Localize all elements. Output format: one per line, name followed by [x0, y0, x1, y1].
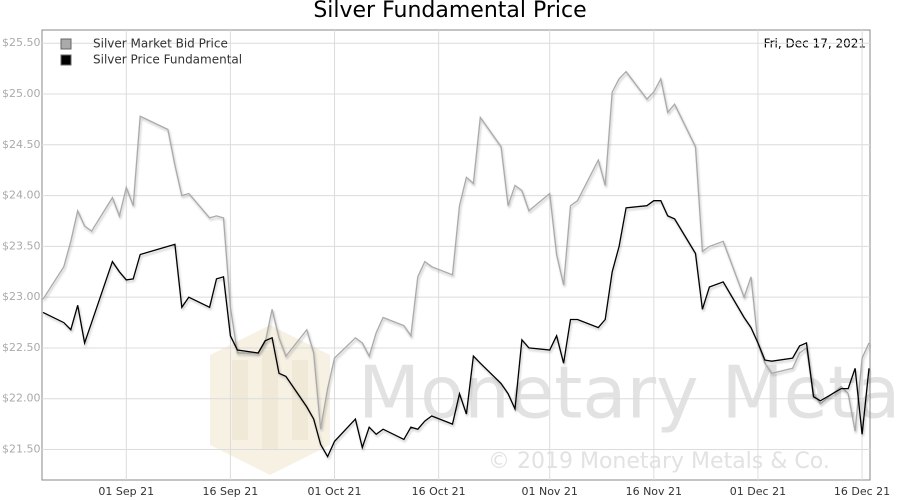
y-tick-label: $23.50 [2, 239, 41, 252]
logo-bar [292, 360, 308, 440]
x-tick-label: 01 Nov 21 [521, 485, 577, 498]
copyright-text: © 2019 Monetary Metals & Co. [488, 449, 830, 474]
legend-swatch [60, 54, 72, 66]
legend-swatch [60, 38, 72, 50]
x-tick-label: 16 Oct 21 [412, 485, 466, 498]
y-tick-label: $22.50 [2, 341, 41, 354]
y-tick-label: $23.00 [2, 290, 41, 303]
x-tick-label: 16 Dec 21 [834, 485, 890, 498]
y-tick-label: $24.50 [2, 138, 41, 151]
y-tick-label: $25.00 [2, 87, 41, 100]
x-tick-label: 01 Dec 21 [730, 485, 786, 498]
y-tick-label: $24.00 [2, 189, 41, 202]
legend-label: Silver Price Fundamental [93, 53, 242, 67]
y-tick-label: $22.00 [2, 392, 41, 405]
logo-hexagon [210, 325, 330, 475]
watermark-logo [210, 325, 330, 475]
legend-label: Silver Market Bid Price [93, 37, 228, 51]
plot-border [41, 29, 871, 481]
watermark-text: Monetary Metals [358, 351, 900, 435]
series-line [42, 200, 870, 459]
y-tick-label: $25.50 [2, 36, 41, 49]
series-line [42, 70, 870, 432]
chart-title: Silver Fundamental Price [313, 0, 586, 23]
y-tick-label: $21.50 [2, 443, 41, 456]
logo-bar [232, 360, 248, 440]
logo-bar [262, 350, 278, 450]
x-tick-label: 01 Sep 21 [98, 485, 154, 498]
x-tick-label: 01 Oct 21 [308, 485, 362, 498]
x-tick-label: 16 Sep 21 [203, 485, 259, 498]
x-tick-label: 16 Nov 21 [626, 485, 682, 498]
